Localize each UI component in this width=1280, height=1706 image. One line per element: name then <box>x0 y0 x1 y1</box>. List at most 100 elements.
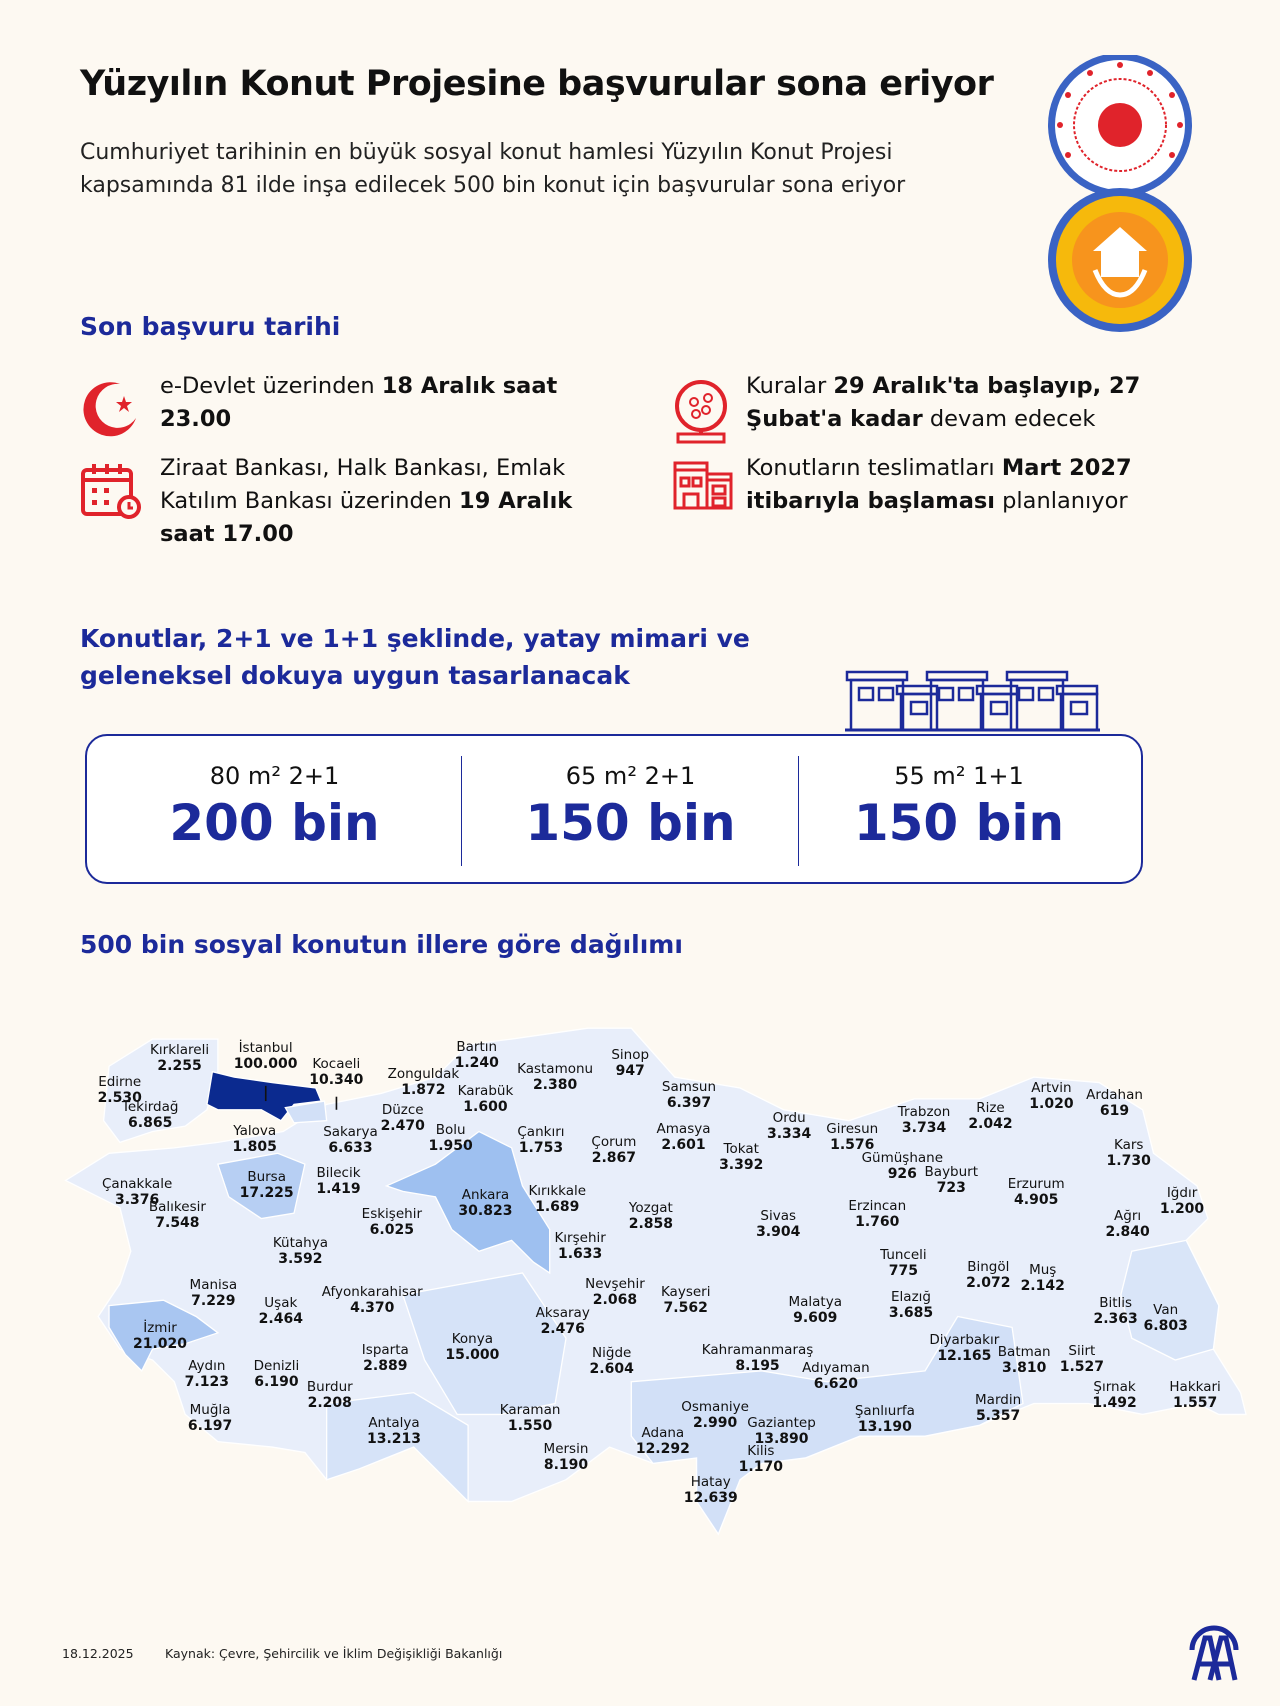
province-value: 2.889 <box>363 1357 408 1374</box>
province-name: Kırklareli <box>150 1042 210 1059</box>
province-name: Diyarbakır <box>929 1331 1000 1348</box>
province-name: Osmaniye <box>681 1399 749 1416</box>
province-label: Van 6.803 <box>1144 1302 1188 1334</box>
province-name: Rize <box>976 1100 1005 1117</box>
province-label: Ağrı 2.840 <box>1105 1208 1149 1240</box>
deadline-item-banks: Ziraat Bankası, Halk Bankası, Emlak Katı… <box>160 455 573 547</box>
province-name: Kahramanmaraş <box>701 1341 814 1358</box>
province-name: Bartın <box>456 1039 498 1056</box>
province-value: 1.689 <box>535 1198 580 1215</box>
province-value: 6.803 <box>1143 1318 1188 1335</box>
province-label: Osmaniye 2.990 <box>681 1399 749 1431</box>
province-value: 1.527 <box>1059 1358 1105 1375</box>
province-name: Bayburt <box>924 1164 979 1181</box>
province-label: Antalya 13.213 <box>367 1415 421 1447</box>
province-value: 13.213 <box>366 1430 422 1447</box>
province-value: 1.633 <box>557 1245 603 1262</box>
province-value: 2.530 <box>97 1089 142 1106</box>
province-label: Tokat 3.392 <box>719 1141 763 1173</box>
province-name: Muş <box>1029 1262 1057 1279</box>
province-label: Bursa 17.225 <box>240 1169 294 1201</box>
province-label: Bayburt 723 <box>925 1164 979 1196</box>
province-name: Ağrı <box>1114 1207 1142 1224</box>
deadline-item-delivery: Konutların teslimatları Mart 2027 itibar… <box>746 455 1132 514</box>
province-label: Niğde 2.604 <box>590 1345 634 1377</box>
province-name: Kütahya <box>272 1234 328 1251</box>
province-value: 1.240 <box>454 1055 499 1072</box>
province-label: İzmir 21.020 <box>133 1320 187 1352</box>
province-value: 2.363 <box>1093 1310 1138 1327</box>
province-name: Antalya <box>368 1414 420 1431</box>
province-value: 1.200 <box>1159 1200 1205 1217</box>
province-value: 3.685 <box>888 1305 934 1322</box>
province-value: 2.867 <box>591 1149 637 1166</box>
province-label: Rize 2.042 <box>968 1100 1012 1132</box>
province-name: Kırşehir <box>554 1229 606 1246</box>
building-icon <box>673 461 733 510</box>
province-name: Bilecik <box>316 1165 361 1182</box>
page-subtitle: Cumhuriyet tarihinin en büyük sosyal kon… <box>80 140 906 198</box>
province-name: Nevşehir <box>585 1276 645 1293</box>
province-name: Edirne <box>98 1073 142 1090</box>
divider <box>461 756 462 866</box>
province-name: Karabük <box>457 1082 514 1099</box>
thrace-region <box>102 1038 219 1144</box>
province-label: Gaziantep 13.890 <box>747 1415 816 1447</box>
province-label: Bartın 1.240 <box>455 1039 499 1071</box>
province-label: Sakarya 6.633 <box>323 1124 378 1156</box>
province-name: Adana <box>641 1425 685 1442</box>
province-label: Sivas 3.904 <box>756 1208 800 1240</box>
province-name: Kırıkkale <box>528 1182 587 1199</box>
province-value: 1.557 <box>1172 1394 1218 1411</box>
province-label: Muş 2.142 <box>1021 1262 1065 1294</box>
province-label: Şanlıurfa 13.190 <box>855 1403 915 1435</box>
province-label: Kayseri 7.562 <box>661 1284 711 1316</box>
province-value: 2.858 <box>628 1216 674 1233</box>
province-label: Elazığ 3.685 <box>889 1289 933 1321</box>
province-label: Çankırı 1.753 <box>517 1124 564 1156</box>
province-name: Zonguldak <box>387 1066 460 1083</box>
map-heading: 500 bin sosyal konutun illere göre dağıl… <box>80 930 683 959</box>
province-name: Kars <box>1113 1137 1144 1154</box>
project-badge-logo <box>1048 188 1192 332</box>
province-name: Bitlis <box>1099 1294 1133 1311</box>
province-label: Samsun 6.397 <box>662 1079 716 1111</box>
province-value: 100.000 <box>233 1056 298 1073</box>
province-label: Erzurum 4.905 <box>1008 1176 1065 1208</box>
province-name: Erzurum <box>1007 1176 1065 1193</box>
province-name: Afyonkarahisar <box>321 1283 423 1300</box>
province-name: Giresun <box>826 1120 879 1137</box>
province-name: Batman <box>997 1343 1051 1360</box>
province-name: Şanlıurfa <box>854 1402 915 1419</box>
province-value: 1.492 <box>1092 1394 1137 1411</box>
province-label: Yozgat 2.858 <box>629 1200 673 1232</box>
province-value: 13.190 <box>857 1418 912 1435</box>
province-name: Manisa <box>189 1277 238 1294</box>
province-label: Muğla 6.197 <box>188 1402 232 1434</box>
province-value: 2.601 <box>661 1136 706 1153</box>
province-value: 12.639 <box>683 1490 738 1507</box>
south-east-region <box>630 1315 1024 1536</box>
province-label: Ardahan 619 <box>1086 1087 1143 1119</box>
province-label: Kahramanmaraş 8.195 <box>702 1342 814 1374</box>
bursa-region <box>216 1152 306 1220</box>
province-value: 1.419 <box>316 1181 361 1198</box>
province-label: Çorum 2.867 <box>591 1134 636 1166</box>
izmir-region <box>108 1299 220 1372</box>
province-value: 2.072 <box>966 1274 1011 1291</box>
province-value: 947 <box>615 1062 645 1079</box>
province-name: Şırnak <box>1093 1378 1136 1395</box>
province-name: Mersin <box>543 1440 589 1457</box>
province-name: Düzce <box>381 1102 424 1119</box>
calendar-clock-icon <box>81 464 141 519</box>
province-label: Kütahya 3.592 <box>273 1235 328 1267</box>
spec-55m2: 55 m² 1+1 150 bin <box>853 762 1065 852</box>
province-label: Balıkesir 7.548 <box>149 1199 206 1231</box>
province-value: 2.255 <box>157 1058 202 1075</box>
province-label: Konya 15.000 <box>445 1331 499 1363</box>
province-label: Erzincan 1.760 <box>848 1198 906 1230</box>
province-value: 1.730 <box>1106 1153 1151 1170</box>
province-name: Burdur <box>306 1378 353 1395</box>
divider <box>798 756 799 866</box>
province-name: Trabzon <box>897 1104 951 1121</box>
